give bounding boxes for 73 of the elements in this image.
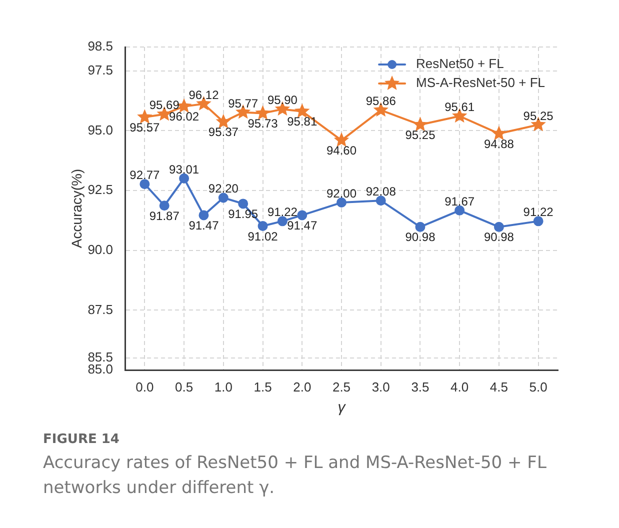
data-label: 92.08 xyxy=(366,184,396,199)
y-tick-label: 92.5 xyxy=(88,182,113,198)
point xyxy=(415,222,426,232)
x-tick-label: 2.0 xyxy=(293,379,312,394)
point xyxy=(297,210,308,220)
point xyxy=(277,216,288,226)
y-tick-label: 97.5 xyxy=(88,62,113,78)
data-label: 96.02 xyxy=(169,110,200,124)
data-label: 91.47 xyxy=(287,218,318,233)
legend-label: MS-A-ResNet-50 + FL xyxy=(416,75,545,90)
x-axis-title: γ xyxy=(338,399,347,416)
data-label: 91.22 xyxy=(523,205,554,220)
data-label: 90.98 xyxy=(484,230,514,244)
point xyxy=(140,179,150,190)
text: Accuracy rates of ResNet50 + FL and MS-A-ResNet-50 + FL networks under different γ. xyxy=(43,452,548,500)
data-label: 91.47 xyxy=(188,218,220,233)
data-label: 91.02 xyxy=(248,229,278,244)
data-label: 95.25 xyxy=(523,108,554,123)
point xyxy=(376,196,386,206)
data-label: 94.60 xyxy=(326,144,357,158)
point xyxy=(334,132,350,147)
data-label: 96.12 xyxy=(188,88,220,102)
data-label: 95.90 xyxy=(267,93,298,108)
point xyxy=(198,210,209,220)
x-tick-label: 4.5 xyxy=(490,379,508,394)
x-tick-label: 3.0 xyxy=(372,379,390,394)
data-label: 91.87 xyxy=(149,208,180,223)
x-tick-label: 4.0 xyxy=(450,379,469,394)
point xyxy=(218,192,228,203)
x-tick-label: 3.5 xyxy=(411,379,430,394)
data-label: 95.25 xyxy=(405,128,436,142)
point xyxy=(412,116,428,132)
data-label: 92.00 xyxy=(326,186,357,201)
data-label: 90.98 xyxy=(405,230,436,244)
y-tick-label: 98.5 xyxy=(88,38,113,54)
point xyxy=(294,103,310,118)
data-label: 95.86 xyxy=(366,94,396,108)
data-label: 93.01 xyxy=(169,162,200,176)
caption: FIGURE 14 xyxy=(43,432,120,447)
point xyxy=(179,173,190,184)
x-tick-label: 0.0 xyxy=(136,379,154,394)
legend-label: ResNet50 + FL xyxy=(416,56,504,72)
point xyxy=(336,198,346,208)
y-tick-label: 87.5 xyxy=(88,302,113,317)
data-label: 92.77 xyxy=(130,168,160,182)
data-label: 95.77 xyxy=(228,96,258,110)
x-tick-label: 5.0 xyxy=(529,379,548,394)
point xyxy=(258,220,268,231)
x-tick-label: 2.5 xyxy=(332,379,351,394)
point xyxy=(238,198,248,209)
point xyxy=(491,126,507,140)
y-tick-label: 95.0 xyxy=(88,122,113,138)
point xyxy=(137,109,152,124)
y-tick-label: 90.0 xyxy=(88,242,113,257)
data-label: 95.61 xyxy=(444,100,475,114)
x-tick-label: 0.5 xyxy=(175,379,194,394)
point xyxy=(159,200,170,211)
data-label: 95.69 xyxy=(149,98,180,112)
point xyxy=(216,114,232,128)
data-label: 95.81 xyxy=(287,114,318,129)
data-label: 92.20 xyxy=(208,182,239,196)
point xyxy=(494,222,504,232)
data-label: 91.22 xyxy=(267,205,298,220)
x-tick-label: 1.0 xyxy=(214,379,232,394)
data-label: 95.73 xyxy=(248,116,278,131)
x-tick-label: 1.5 xyxy=(254,379,272,394)
y-axis-title: Accuracy(%) xyxy=(68,168,84,248)
point xyxy=(454,205,465,216)
data-label: 91.67 xyxy=(444,194,475,208)
data-label: 94.88 xyxy=(484,136,514,151)
data-label: 95.57 xyxy=(130,120,160,134)
data-label: 95.37 xyxy=(208,125,239,140)
point xyxy=(533,216,544,226)
